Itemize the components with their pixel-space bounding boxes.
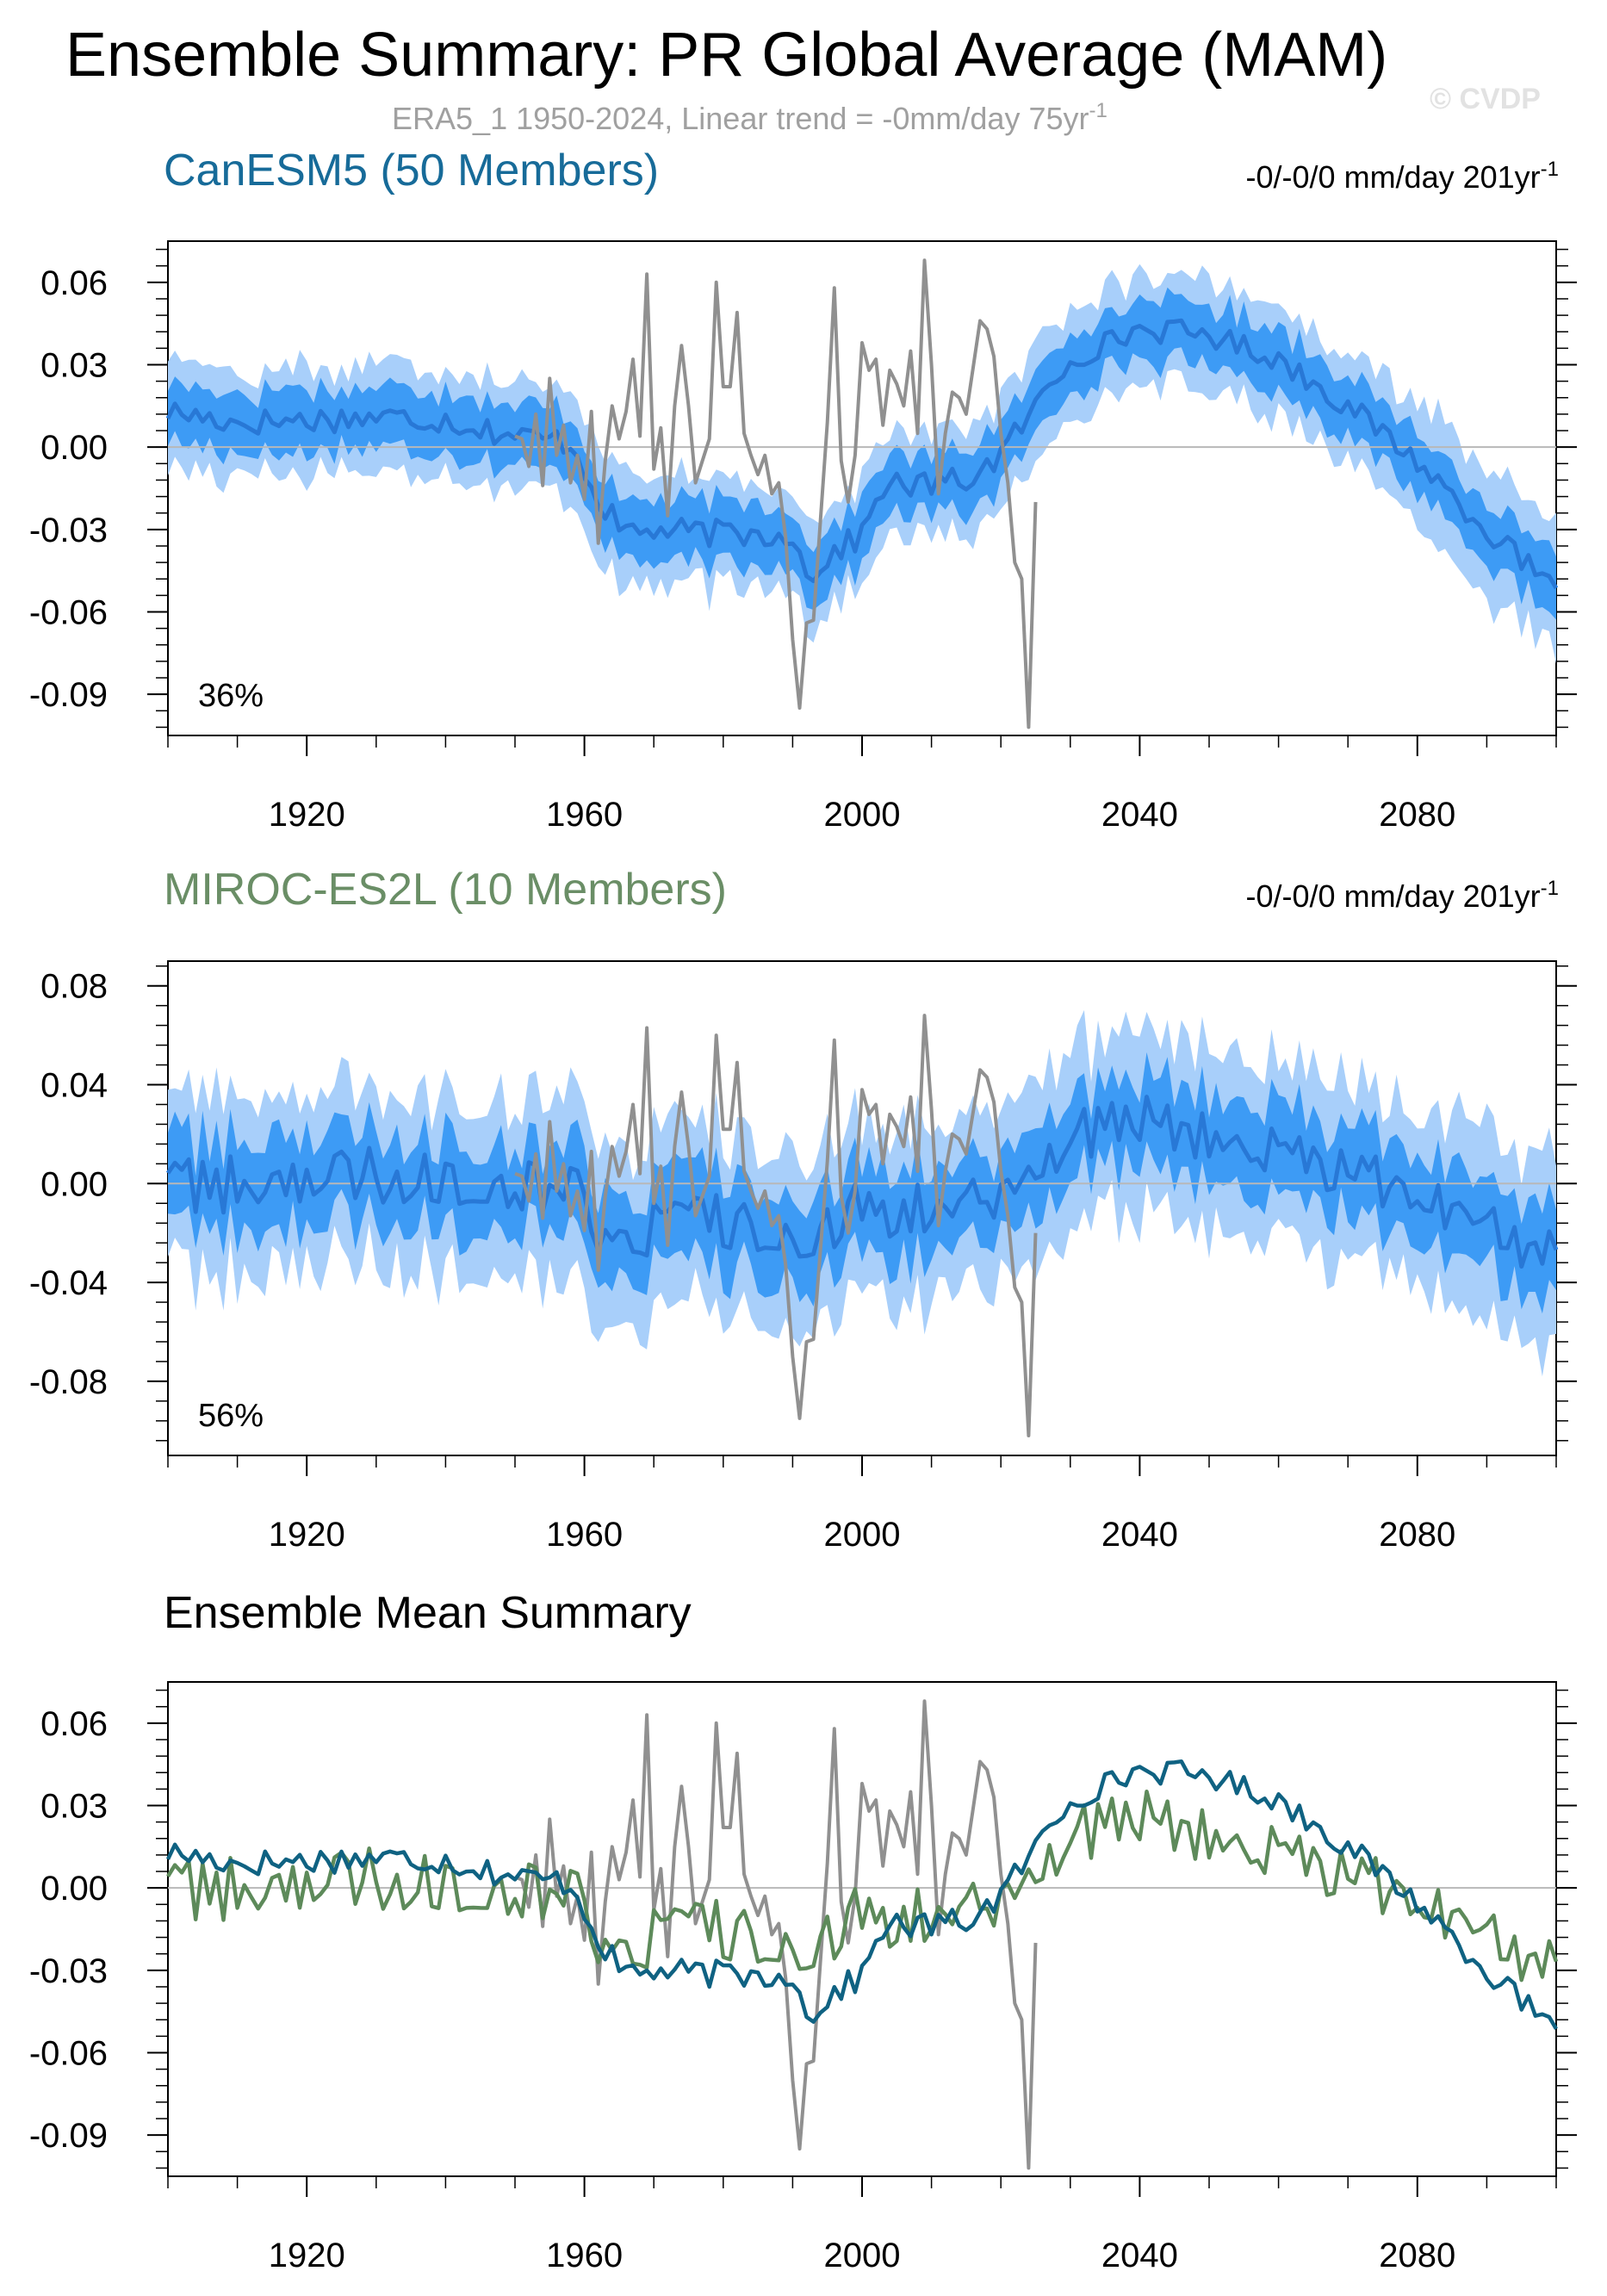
panel-miroc-es2l: MIROC-ES2L (10 Members) -0/-0/0 mm/day 2… (29, 865, 1577, 1554)
x-axis: 1920 1960 2000 2040 2080 (167, 2176, 1557, 2274)
x-tick-label: 1920 (269, 2237, 345, 2274)
panel-title: Ensemble Mean Summary (164, 1588, 692, 1638)
x-tick-label: 1920 (269, 796, 345, 834)
x-tick-label: 2000 (824, 796, 901, 834)
percent-label: 56% (198, 1398, 264, 1434)
panel-canesm5: CanESM5 (50 Members) -0/-0/0 mm/day 201y… (29, 146, 1577, 834)
inner-band-area (168, 287, 1556, 620)
y-tick-label: -0.06 (29, 2035, 108, 2073)
canesm-mean-line (165, 1759, 1558, 2031)
panel-title: CanESM5 (50 Members) (164, 146, 659, 195)
x-tick-label: 2040 (1101, 2237, 1178, 2274)
trend-text: -0/-0/0 mm/day 201yr (1246, 878, 1541, 914)
y-tick-label: 0.06 (40, 1705, 108, 1743)
observation-series-path (514, 258, 1038, 729)
figure-title: Ensemble Summary: PR Global Average (MAM… (65, 21, 1387, 90)
y-tick-label: 0.03 (40, 347, 108, 385)
y-tick-label: -0.08 (29, 1363, 108, 1401)
x-tick-label: 2000 (824, 1516, 901, 1554)
y-tick-label: -0.06 (29, 594, 108, 632)
x-tick-label: 2080 (1379, 2237, 1455, 2274)
inner-spread-band (168, 287, 1556, 620)
y-tick-label: -0.04 (29, 1264, 108, 1302)
x-tick-label: 1920 (269, 1516, 345, 1554)
x-tick-label: 1960 (546, 1516, 623, 1554)
x-tick-label: 1960 (546, 2237, 623, 2274)
y-tick-label: -0.09 (29, 676, 108, 714)
panel-ensemble-mean-summary: Ensemble Mean Summary 0.06 0.03 0.00 -0.03 -… (29, 1588, 1577, 2274)
miroc-mean-path (166, 1789, 1559, 1983)
y-axis: 0.08 0.04 0.00 -0.04 -0.08 (29, 965, 1577, 1442)
trend-superscript: -1 (1541, 158, 1559, 181)
miroc-mean-line (166, 1789, 1559, 1983)
figure-subtitle: ERA5_1 1950-2024, Linear trend = -0mm/da… (392, 99, 1108, 136)
panel-title: MIROC-ES2L (10 Members) (164, 865, 727, 915)
observation-series-path (514, 1014, 1038, 1437)
canesm-mean-path (165, 1759, 1558, 2031)
percent-label: 36% (198, 678, 264, 714)
ensemble-mean-path (165, 1095, 1559, 1269)
x-tick-label: 2080 (1379, 796, 1455, 834)
x-tick-label: 2080 (1379, 1516, 1455, 1554)
x-axis: 1920 1960 2000 2040 2080 (167, 1455, 1557, 1554)
y-tick-label: 0.04 (40, 1067, 108, 1105)
observation-line (514, 258, 1038, 729)
observation-line (514, 1014, 1038, 1437)
x-tick-label: 2000 (824, 2237, 901, 2274)
x-tick-label: 1960 (546, 796, 623, 834)
observation-series-path (514, 1699, 1038, 2170)
subtitle-superscript: -1 (1089, 99, 1107, 122)
ensemble-mean-line (165, 318, 1559, 590)
y-axis: 0.06 0.03 0.00 -0.03 -0.06 -0.09 (29, 1689, 1577, 2169)
watermark: © CVDP (1430, 83, 1541, 115)
y-tick-label: 0.00 (40, 1165, 108, 1203)
y-tick-label: 0.08 (40, 968, 108, 1006)
trend-label: -0/-0/0 mm/day 201yr-1 (1246, 158, 1559, 195)
x-tick-label: 2040 (1101, 1516, 1178, 1554)
trend-text: -0/-0/0 mm/day 201yr (1246, 159, 1541, 195)
trend-superscript: -1 (1541, 877, 1559, 900)
x-axis: 1920 1960 2000 2040 2080 (167, 735, 1557, 834)
outer-band-area (168, 264, 1556, 664)
y-tick-label: -0.03 (29, 512, 108, 549)
observation-line (514, 1699, 1038, 2170)
outer-spread-band (168, 264, 1556, 664)
trend-label: -0/-0/0 mm/day 201yr-1 (1246, 877, 1559, 914)
y-axis: 0.06 0.03 0.00 -0.03 -0.06 -0.09 (29, 248, 1577, 729)
y-tick-label: 0.03 (40, 1788, 108, 1826)
x-tick-label: 2040 (1101, 796, 1178, 834)
subtitle-text: ERA5_1 1950-2024, Linear trend = -0mm/da… (392, 101, 1089, 136)
y-tick-label: -0.03 (29, 1952, 108, 1990)
y-tick-label: -0.09 (29, 2117, 108, 2155)
y-tick-label: 0.00 (40, 1870, 108, 1908)
ensemble-mean-path (165, 318, 1559, 590)
ensemble-mean-line (165, 1095, 1559, 1269)
y-tick-label: 0.00 (40, 429, 108, 467)
y-tick-label: 0.06 (40, 264, 108, 302)
